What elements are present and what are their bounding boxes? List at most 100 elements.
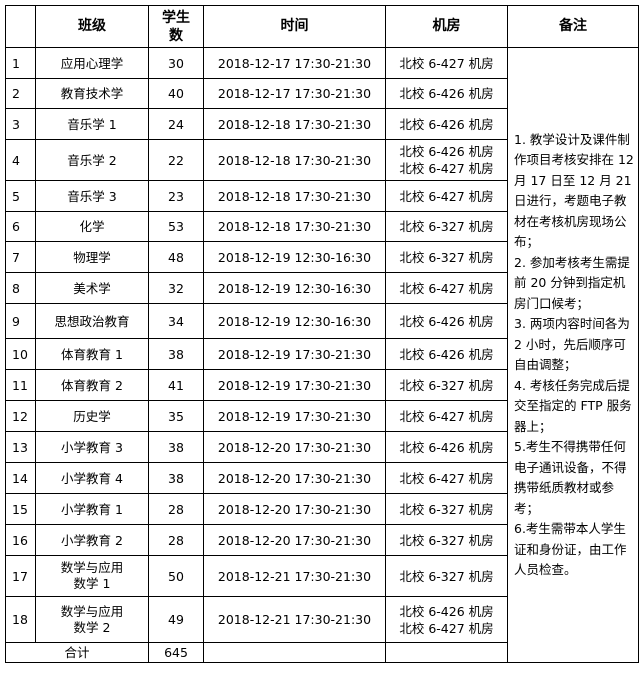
exam-schedule-table: 班级 学生数 时间 机房 备注 1 应用心理学 30 2018-12-17 17:30… [5, 5, 639, 663]
exam-time: 2018-12-20 17:30-21:30 [203, 524, 386, 556]
header-time: 时间 [203, 5, 386, 48]
note-item: 3. 两项内容时间各为 2 小时，先后顺序可自由调整； [514, 316, 630, 372]
exam-time: 2018-12-17 17:30-21:30 [203, 78, 386, 109]
room: 北校 6-327 机房 [385, 524, 508, 556]
room: 北校 6-327 机房 [385, 555, 508, 597]
row-index: 4 [5, 139, 36, 181]
room: 北校 6-426 机房 [385, 303, 508, 339]
room: 北校 6-426 机房 [385, 431, 508, 463]
row-index: 14 [5, 462, 36, 494]
notes-cell: 1. 教学设计及课件制作项目考核安排在 12 月 17 日至 12 月 21 日… [507, 47, 639, 663]
room-name: 北校 6-426 机房 [399, 86, 494, 101]
table-row: 5 音乐学 3 23 2018-12-18 17:30-21:30 北校 6-427 机… [5, 180, 639, 212]
room: 北校 6-327 机房 [385, 493, 508, 525]
row-index: 10 [5, 338, 36, 370]
class-name: 思想政治教育 [35, 303, 149, 339]
class-name: 应用心理学 [35, 47, 149, 79]
total-count: 645 [148, 642, 204, 663]
exam-time: 2018-12-19 17:30-21:30 [203, 338, 386, 370]
room-name: 北校 6-427 机房 [399, 161, 494, 176]
class-name: 小学教育 4 [35, 462, 149, 494]
room: 北校 6-426 机房 北校 6-427 机房 [385, 596, 508, 643]
table-row: 10 体育教育 1 38 2018-12-19 17:30-21:30 北校 6-426… [5, 338, 639, 370]
student-count: 38 [148, 462, 204, 494]
row-index: 5 [5, 180, 36, 212]
exam-time: 2018-12-19 12:30-16:30 [203, 303, 386, 339]
room-name: 北校 6-426 机房 [399, 116, 494, 132]
total-room [385, 642, 508, 663]
row-index: 7 [5, 241, 36, 273]
exam-time: 2018-12-21 17:30-21:30 [203, 555, 386, 597]
header-class: 班级 [35, 5, 149, 48]
class-name: 小学教育 3 [35, 431, 149, 463]
table-row: 9 思想政治教育 34 2018-12-19 12:30-16:30 北校 6-426 … [5, 303, 639, 339]
student-count: 32 [148, 272, 204, 304]
class-name: 音乐学 2 [35, 139, 149, 181]
class-name: 数学与应用数学 2 [35, 596, 149, 643]
table-row: 6 化学 53 2018-12-18 17:30-21:30 北校 6-327 机房 [5, 211, 639, 242]
table-row: 14 小学教育 4 38 2018-12-20 17:30-21:30 北校 6-427… [5, 462, 639, 494]
class-name: 教育技术学 [35, 78, 149, 109]
row-index: 1 [5, 47, 36, 79]
table-row: 16 小学教育 2 28 2018-12-20 17:30-21:30 北校 6-327… [5, 524, 639, 556]
header-index [5, 5, 36, 48]
header-count: 学生数 [148, 5, 204, 48]
exam-time: 2018-12-17 17:30-21:30 [203, 47, 386, 79]
room: 北校 6-327 机房 [385, 241, 508, 273]
room: 北校 6-327 机房 [385, 369, 508, 401]
room-name: 北校 6-327 机房 [399, 377, 494, 393]
class-name: 美术学 [35, 272, 149, 304]
exam-time: 2018-12-20 17:30-21:30 [203, 493, 386, 525]
student-count: 23 [148, 180, 204, 212]
room-name: 北校 6-427 机房 [399, 620, 494, 636]
row-index: 9 [5, 303, 36, 339]
student-count: 49 [148, 596, 204, 643]
class-name: 小学教育 1 [35, 493, 149, 525]
exam-time: 2018-12-18 17:30-21:30 [203, 180, 386, 212]
row-index: 12 [5, 400, 36, 432]
student-count: 28 [148, 493, 204, 525]
note-item: 1. 教学设计及课件制作项目考核安排在 12 月 17 日至 12 月 21 日… [514, 131, 634, 250]
room-name: 北校 6-327 机房 [399, 568, 494, 584]
note-item: 6.考生需带本人学生证和身份证，由工作人员检查。 [514, 521, 627, 577]
exam-time: 2018-12-19 17:30-21:30 [203, 400, 386, 432]
class-name: 历史学 [35, 400, 149, 432]
room-name: 北校 6-426 机房 [399, 313, 494, 329]
exam-time: 2018-12-20 17:30-21:30 [203, 431, 386, 463]
exam-time: 2018-12-18 17:30-21:30 [203, 139, 386, 181]
student-count: 48 [148, 241, 204, 273]
room-name: 北校 6-426 机房 [399, 439, 494, 455]
room-name: 北校 6-327 机房 [399, 501, 494, 517]
class-name: 体育教育 1 [35, 338, 149, 370]
exam-time: 2018-12-18 17:30-21:30 [203, 211, 386, 242]
exam-time: 2018-12-18 17:30-21:30 [203, 108, 386, 140]
class-name: 物理学 [35, 241, 149, 273]
room: 北校 6-426 机房 [385, 338, 508, 370]
row-index: 11 [5, 369, 36, 401]
total-row: 合计 645 [5, 642, 639, 663]
room: 北校 6-426 机房 [385, 78, 508, 109]
note-item: 2. 参加考核考生需提前 20 分钟到指定机房门口候考； [514, 254, 630, 311]
total-time [203, 642, 386, 663]
student-count: 30 [148, 47, 204, 79]
class-name: 小学教育 2 [35, 524, 149, 556]
student-count: 40 [148, 78, 204, 109]
table-row: 3 音乐学 1 24 2018-12-18 17:30-21:30 北校 6-426 机… [5, 108, 639, 140]
student-count: 53 [148, 211, 204, 242]
table-row: 1 应用心理学 30 2018-12-17 17:30-21:30 北校 6-427 机… [5, 47, 639, 663]
room: 北校 6-427 机房 [385, 400, 508, 432]
room: 北校 6-427 机房 [385, 47, 508, 79]
exam-time: 2018-12-19 12:30-16:30 [203, 272, 386, 304]
note-item: 5.考生不得携带任何电子通讯设备，不得携带纸质教材或参考； [514, 439, 627, 516]
class-name: 音乐学 1 [35, 108, 149, 140]
row-index: 16 [5, 524, 36, 556]
student-count: 34 [148, 303, 204, 339]
exam-time: 2018-12-20 17:30-21:30 [203, 462, 386, 494]
room-name: 北校 6-427 机房 [399, 188, 494, 204]
row-index: 17 [5, 555, 36, 597]
room-name: 北校 6-426 机房 [399, 144, 494, 159]
row-index: 2 [5, 78, 36, 109]
student-count: 22 [148, 139, 204, 181]
total-label: 合计 [5, 642, 149, 663]
table-row: 17 数学与应用数学 1 50 2018-12-21 17:30-21:30 北校 6-… [5, 555, 639, 597]
